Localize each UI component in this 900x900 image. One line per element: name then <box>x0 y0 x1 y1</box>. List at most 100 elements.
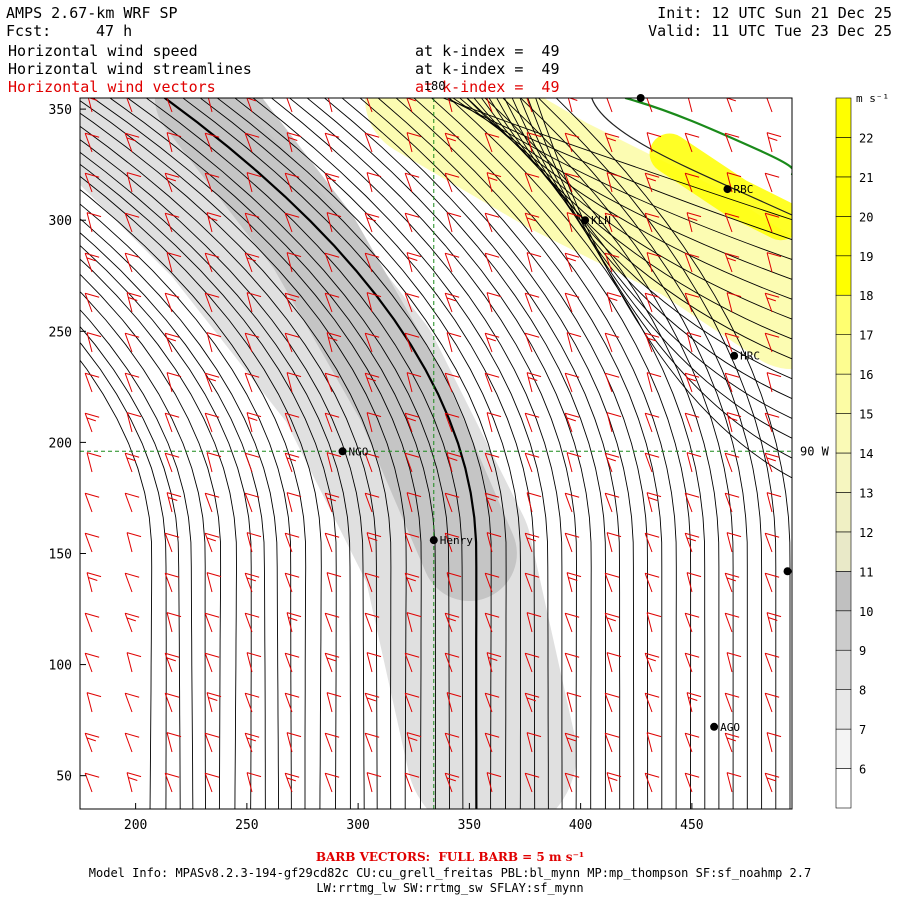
wind-barb <box>406 492 422 513</box>
barb-shaft <box>364 573 373 593</box>
wind-barb <box>764 652 780 673</box>
barb-flag <box>405 452 420 458</box>
barb-flag <box>366 652 382 658</box>
barb-flag <box>126 772 142 778</box>
barb-vectors-label: BARB VECTORS: FULL BARB = 5 m s⁻¹ <box>315 850 585 864</box>
barb-flag <box>486 652 502 658</box>
wind-barb <box>166 372 182 393</box>
streamline <box>519 98 792 439</box>
barb-flag <box>605 692 620 698</box>
barb-shaft <box>644 533 653 553</box>
streamline <box>448 98 706 809</box>
barb-flag <box>406 372 422 378</box>
wind-barb <box>326 212 342 233</box>
field-name-streamlines: Horizontal wind streamlines <box>8 60 252 78</box>
barb-flag <box>366 292 382 298</box>
wind-barb <box>124 372 140 393</box>
barb-flag <box>285 452 300 458</box>
streamline <box>80 175 322 809</box>
barb-shaft <box>244 253 253 273</box>
wind-barb <box>567 98 578 113</box>
barb-flag <box>766 372 782 378</box>
barb-shaft <box>484 733 493 753</box>
barb-flag <box>605 372 620 378</box>
barb-half-flag <box>446 777 457 782</box>
barb-shaft <box>486 292 493 313</box>
barb-shaft <box>244 453 253 473</box>
barb-shaft <box>124 733 133 753</box>
barb-flag <box>166 132 182 138</box>
barb-shaft <box>204 773 213 793</box>
init-time: Init: 12 UTC Sun 21 Dec 25 <box>657 4 892 22</box>
wind-barb <box>206 212 222 233</box>
barb-flag <box>126 172 142 178</box>
streamline <box>488 98 792 360</box>
barb-shaft <box>726 532 733 553</box>
barb-shaft <box>406 732 413 753</box>
wind-barb <box>486 292 502 313</box>
barb-shaft <box>246 98 253 113</box>
wind-barb <box>284 772 300 793</box>
wind-barb <box>564 732 580 753</box>
wind-barb <box>564 412 580 433</box>
barb-shaft <box>86 212 93 233</box>
barb-half-flag <box>86 417 97 422</box>
barb-half-flag <box>166 337 177 342</box>
barb-flag <box>405 572 420 578</box>
barb-flag <box>165 412 180 418</box>
barb-shaft <box>364 693 373 713</box>
barb-flag <box>85 292 100 298</box>
wind-barb <box>404 652 420 673</box>
barb-shaft <box>124 613 133 633</box>
barb-shaft <box>446 692 453 713</box>
barb-half-flag <box>608 776 618 781</box>
wind-barb <box>364 252 380 273</box>
barb-shaft <box>566 212 573 233</box>
barb-shaft <box>604 213 613 233</box>
barb-half-flag <box>726 257 737 262</box>
wind-barb <box>284 332 300 353</box>
wind-barb <box>244 692 260 713</box>
barb-flag <box>646 612 662 618</box>
barb-shaft <box>324 613 333 633</box>
wind-barb <box>84 732 100 753</box>
barb-half-flag <box>446 137 457 142</box>
barb-shaft <box>364 493 373 513</box>
barb-flag <box>565 772 580 778</box>
barb-flag <box>766 132 782 138</box>
barb-shaft <box>604 733 613 753</box>
barb-flag <box>125 93 139 97</box>
barb-shaft <box>244 733 253 753</box>
wind-barb <box>446 332 462 353</box>
barb-shaft <box>604 573 613 593</box>
barb-flag <box>646 732 662 738</box>
barb-half-flag <box>326 657 337 662</box>
wind-barb <box>564 772 580 793</box>
field-level-streamlines: at k-index = 49 <box>415 60 560 78</box>
barb-flag <box>126 412 142 418</box>
barb-flag <box>165 532 180 538</box>
wind-barb <box>324 292 340 313</box>
barb-flag <box>447 93 461 97</box>
barb-flag <box>246 532 262 538</box>
barb-shaft <box>84 173 93 193</box>
colorbar-label: 20 <box>859 210 873 224</box>
wind-barbs <box>84 93 782 793</box>
barb-shaft <box>766 252 773 273</box>
barb-half-flag <box>528 376 538 381</box>
barb-flag <box>485 572 500 578</box>
wind-barb <box>124 692 140 713</box>
barb-flag <box>685 532 700 538</box>
colorbar-swatch <box>835 334 852 375</box>
barb-shaft <box>726 652 733 673</box>
barb-shaft <box>244 373 253 393</box>
wind-barb <box>364 492 380 513</box>
colorbar-swatch <box>835 452 852 493</box>
barb-flag <box>125 612 140 618</box>
barb-shaft <box>764 653 773 673</box>
wind-barb <box>364 612 380 633</box>
wind-barb <box>124 212 140 233</box>
barb-flag <box>605 252 620 258</box>
barb-shaft <box>204 173 213 193</box>
wind-barb <box>484 612 500 633</box>
